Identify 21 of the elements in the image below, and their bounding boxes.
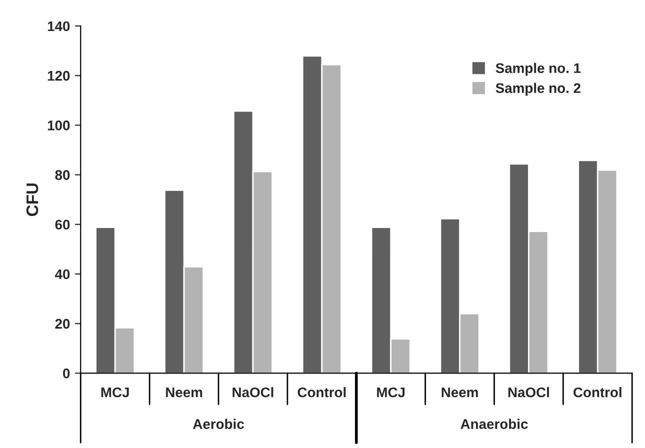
x-tick-label: Neem xyxy=(166,388,202,398)
x-tick-label: NaOCl xyxy=(508,387,549,398)
y-tick-label: 0 xyxy=(63,368,70,378)
x-tick-label: Control xyxy=(574,387,622,398)
y-tick-label: 140 xyxy=(48,21,70,32)
y-axis-title: CFU xyxy=(26,183,38,216)
x-tick-label: Control xyxy=(298,387,346,398)
legend-label: Sample no. 2 xyxy=(496,82,580,96)
y-tick-label: 40 xyxy=(54,269,70,280)
y-tick-label: 60 xyxy=(55,220,70,230)
y-tick-label: 100 xyxy=(48,120,70,130)
text: Aerobic xyxy=(192,418,244,429)
y-tick-label: 20 xyxy=(55,318,70,329)
text: Anaerobic xyxy=(460,418,528,429)
legend-label: Sample no. 1 xyxy=(496,62,581,76)
x-tick-label: MCJ xyxy=(101,387,129,398)
y-tick-label: 80 xyxy=(55,170,70,180)
x-tick-label: Neem xyxy=(442,388,478,398)
y-tick-label: 120 xyxy=(48,70,70,81)
x-tick-label: NaOCl xyxy=(232,387,274,398)
x-tick-label: MCJ xyxy=(377,387,405,398)
